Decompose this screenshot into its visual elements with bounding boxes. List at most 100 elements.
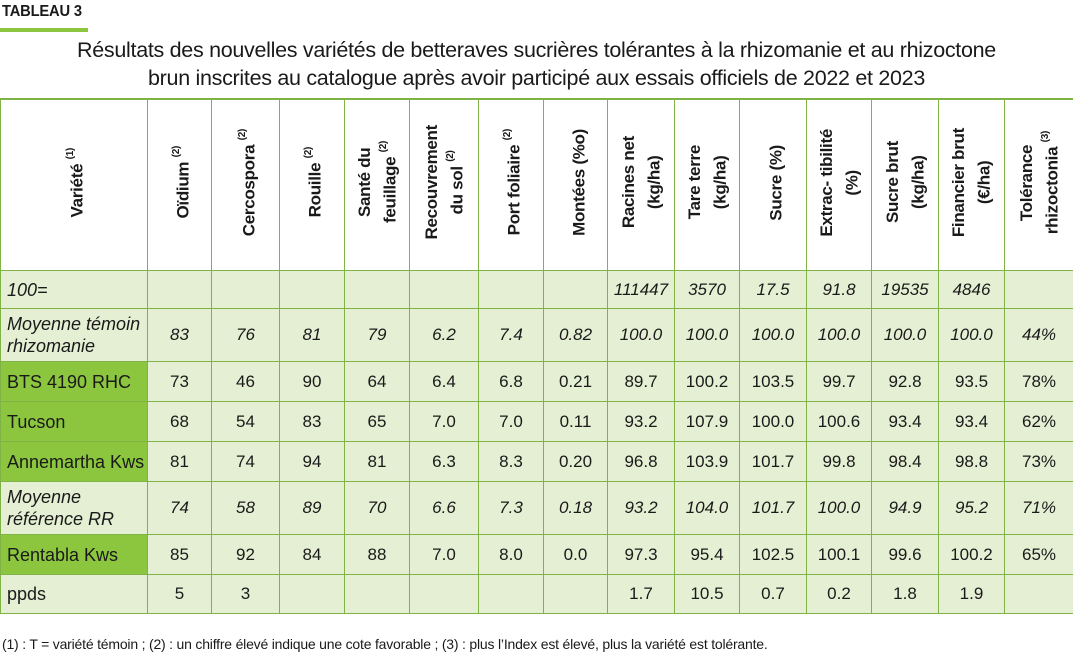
col-header-tolerance: Tolérance rhizoctonia (3): [1004, 98, 1073, 271]
table-cell: [543, 270, 608, 309]
table-cell: 79: [344, 308, 410, 362]
table-cell: [279, 574, 345, 614]
row-label: Annemartha Kws: [0, 441, 148, 482]
table-cell: [344, 574, 410, 614]
row-label: Moyenne référence RR: [0, 481, 148, 535]
table-cell: 100.0: [938, 308, 1005, 362]
table-row: Moyenne référence RR 74 58 89 70 6.6 7.3 0.18 93…: [0, 481, 1073, 535]
table-row: Rentabla Kws 85 92 84 88 7.0 8.0 0.0 97.3 95.4 102…: [0, 534, 1073, 575]
table-cell: 94.9: [871, 481, 939, 535]
table-cell: 101.7: [739, 481, 807, 535]
table-cell: 0.18: [543, 481, 608, 535]
results-table: Variété (1) Oïdium (2) Cercospora (2) Ro…: [0, 98, 1073, 614]
table-cell: [409, 270, 479, 309]
table-row: Moyenne témoin rhizomanie 83 76 81 79 6.2 7.4 0…: [0, 308, 1073, 362]
table-cell: 100.2: [674, 361, 740, 402]
table-cell: 91.8: [806, 270, 872, 309]
table-cell: 96.8: [607, 441, 675, 482]
table-cell: 8.0: [478, 534, 544, 575]
table-cell: [478, 574, 544, 614]
table-cell: 6.2: [409, 308, 479, 362]
table-cell: [409, 574, 479, 614]
table-cell: 10.5: [674, 574, 740, 614]
table-cell: 100.0: [806, 481, 872, 535]
table-cell: 99.6: [871, 534, 939, 575]
table-cell: 93.4: [871, 401, 939, 442]
row-label: Rentabla Kws: [0, 534, 148, 575]
row-label: 100=: [0, 270, 148, 309]
table-cell: 6.8: [478, 361, 544, 402]
table-cell: 78%: [1004, 361, 1073, 402]
table-cell: 0.21: [543, 361, 608, 402]
table-cell: 83: [147, 308, 212, 362]
table-cell: 0.0: [543, 534, 608, 575]
col-header-sucre: Sucre (%): [739, 98, 807, 271]
table-cell: 100.0: [871, 308, 939, 362]
table-cell: [344, 270, 410, 309]
table-cell: 7.4: [478, 308, 544, 362]
table-cell: 100.2: [938, 534, 1005, 575]
col-header-cercospora: Cercospora (2): [211, 98, 280, 271]
table-cell: 93.2: [607, 481, 675, 535]
table-cell: 100.0: [674, 308, 740, 362]
table-cell: [147, 270, 212, 309]
table-cell: 7.3: [478, 481, 544, 535]
col-header-port-foliaire: Port foliaire (2): [478, 98, 544, 271]
table-cell: 89: [279, 481, 345, 535]
table-cell: 100.0: [739, 401, 807, 442]
table-cell: 100.0: [607, 308, 675, 362]
table-cell: 7.0: [409, 534, 479, 575]
table-cell: [1004, 270, 1073, 309]
col-header-racines-net: Racines net (kg/ha): [607, 98, 675, 271]
table-cell: 58: [211, 481, 280, 535]
table-cell: 1.9: [938, 574, 1005, 614]
table-cell: 0.7: [739, 574, 807, 614]
table-cell: 1.8: [871, 574, 939, 614]
table-cell: 103.9: [674, 441, 740, 482]
table-cell: 100.0: [739, 308, 807, 362]
table-cell: 3570: [674, 270, 740, 309]
col-header-oidium: Oïdium (2): [147, 98, 212, 271]
footnote: (1) : T = variété témoin ; (2) : un chif…: [2, 636, 768, 652]
table-cell: [543, 574, 608, 614]
col-header-recouvrement: Recouvrement du sol (2): [409, 98, 479, 271]
table-cell: 93.5: [938, 361, 1005, 402]
table-cell: 8.3: [478, 441, 544, 482]
table-cell: 19535: [871, 270, 939, 309]
table-cell: 95.4: [674, 534, 740, 575]
title-line-2: brun inscrites au catalogue après avoir …: [148, 66, 925, 90]
table-cell: 44%: [1004, 308, 1073, 362]
col-header-extractibilite: Extrac- tibilité (%): [806, 98, 872, 271]
table-row: Annemartha Kws 81 74 94 81 6.3 8.3 0.20 96.8 103.…: [0, 441, 1073, 482]
table-cell: 81: [147, 441, 212, 482]
table-cell: 17.5: [739, 270, 807, 309]
table-cell: 1.7: [607, 574, 675, 614]
table-cell: 81: [344, 441, 410, 482]
table-cell: 65: [344, 401, 410, 442]
table-cell: 65%: [1004, 534, 1073, 575]
table-cell: 74: [211, 441, 280, 482]
table-row: 100= 111447 3570 17.5 91.8 19535 4846: [0, 270, 1073, 309]
row-label: BTS 4190 RHC: [0, 361, 148, 402]
table-cell: 107.9: [674, 401, 740, 442]
tag-underline: [0, 28, 88, 32]
table-cell: 84: [279, 534, 345, 575]
table-cell: [478, 270, 544, 309]
row-label: ppds: [0, 574, 148, 614]
table-cell: 99.8: [806, 441, 872, 482]
row-label: Moyenne témoin rhizomanie: [0, 308, 148, 362]
table-cell: 101.7: [739, 441, 807, 482]
table-cell: 3: [211, 574, 280, 614]
header-row: Variété (1) Oïdium (2) Cercospora (2) Ro…: [0, 98, 1073, 271]
table-cell: 5: [147, 574, 212, 614]
col-header-financier-brut: Financier brut (€/ha): [938, 98, 1005, 271]
table-cell: 68: [147, 401, 212, 442]
table-cell: 7.0: [478, 401, 544, 442]
table-cell: 92: [211, 534, 280, 575]
table-cell: 74: [147, 481, 212, 535]
table-cell: 93.4: [938, 401, 1005, 442]
table-cell: 100.0: [806, 308, 872, 362]
table-cell: 89.7: [607, 361, 675, 402]
table-cell: 100.6: [806, 401, 872, 442]
col-header-tare-terre: Tare terre (kg/ha): [674, 98, 740, 271]
